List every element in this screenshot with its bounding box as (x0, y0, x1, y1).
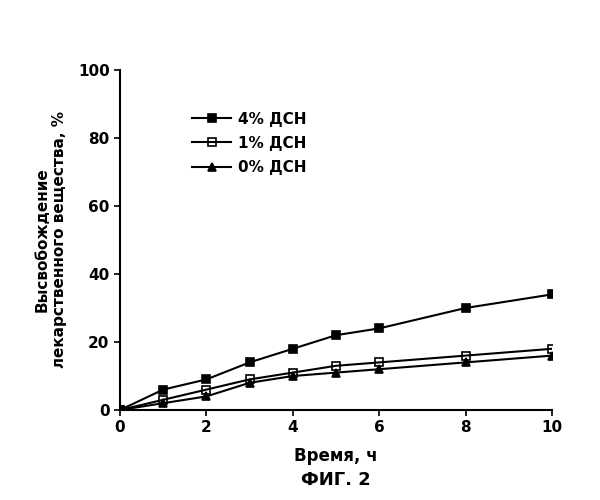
1% ДСН (203, 386, 210, 392)
Legend: 4% ДСН, 1% ДСН, 0% ДСН: 4% ДСН, 1% ДСН, 0% ДСН (193, 112, 307, 175)
0% ДСН (548, 352, 556, 358)
1% ДСН (289, 370, 296, 376)
4% ДСН (246, 360, 253, 366)
Y-axis label: Высвобождение
лекарственного вещества, %: Высвобождение лекарственного вещества, % (34, 112, 67, 368)
4% ДСН (462, 305, 469, 311)
0% ДСН (246, 380, 253, 386)
0% ДСН (203, 394, 210, 400)
1% ДСН (116, 407, 124, 413)
0% ДСН (160, 400, 167, 406)
4% ДСН (116, 407, 124, 413)
0% ДСН (462, 360, 469, 366)
X-axis label: Время, ч: Время, ч (294, 446, 378, 464)
1% ДСН (376, 360, 383, 366)
0% ДСН (116, 407, 124, 413)
1% ДСН (462, 352, 469, 358)
1% ДСН (332, 363, 340, 369)
1% ДСН (160, 397, 167, 403)
4% ДСН (203, 376, 210, 382)
4% ДСН (548, 292, 556, 298)
Line: 0% ДСН: 0% ДСН (116, 352, 556, 414)
1% ДСН (548, 346, 556, 352)
4% ДСН (289, 346, 296, 352)
Text: ФИГ. 2: ФИГ. 2 (301, 471, 371, 489)
4% ДСН (376, 326, 383, 332)
0% ДСН (376, 366, 383, 372)
Line: 1% ДСН: 1% ДСН (116, 344, 556, 414)
1% ДСН (246, 376, 253, 382)
0% ДСН (332, 370, 340, 376)
Line: 4% ДСН: 4% ДСН (116, 290, 556, 414)
0% ДСН (289, 373, 296, 379)
4% ДСН (332, 332, 340, 338)
4% ДСН (160, 386, 167, 392)
